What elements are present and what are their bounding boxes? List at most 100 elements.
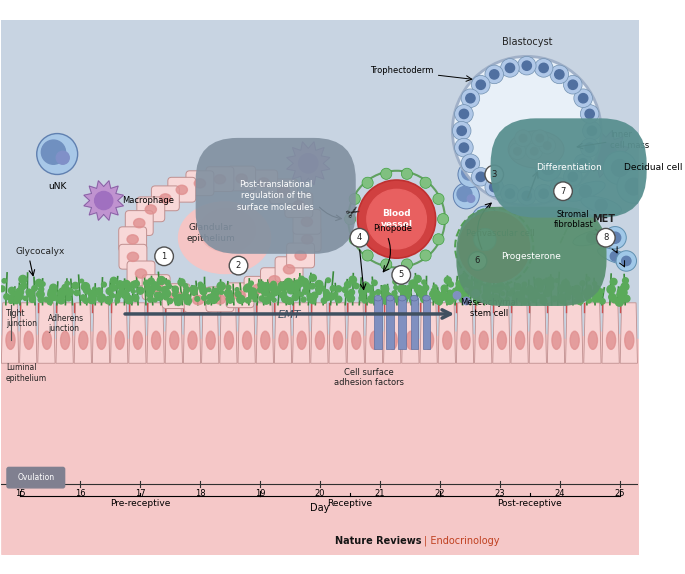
Circle shape [126, 299, 130, 304]
Circle shape [485, 65, 503, 84]
Circle shape [449, 294, 457, 301]
Circle shape [475, 210, 490, 224]
Circle shape [473, 293, 480, 299]
Ellipse shape [214, 295, 225, 304]
Circle shape [154, 292, 160, 298]
Circle shape [514, 130, 532, 146]
Circle shape [321, 298, 327, 303]
Circle shape [515, 292, 520, 296]
Circle shape [594, 286, 600, 292]
Circle shape [137, 287, 144, 294]
Circle shape [178, 279, 185, 286]
Circle shape [616, 292, 622, 297]
Text: 24: 24 [555, 489, 565, 498]
Circle shape [307, 293, 312, 298]
PathPatch shape [74, 303, 92, 363]
Circle shape [112, 286, 116, 291]
Circle shape [133, 281, 139, 287]
PathPatch shape [547, 303, 564, 363]
FancyBboxPatch shape [206, 166, 234, 192]
Circle shape [172, 286, 178, 292]
Circle shape [132, 295, 138, 300]
Circle shape [195, 296, 200, 301]
Ellipse shape [581, 196, 621, 214]
Circle shape [610, 251, 620, 261]
Text: 18: 18 [195, 489, 206, 498]
Circle shape [259, 296, 264, 301]
Circle shape [472, 173, 480, 181]
Circle shape [597, 228, 615, 247]
Circle shape [574, 89, 593, 107]
Circle shape [227, 292, 232, 297]
Circle shape [110, 277, 117, 284]
Circle shape [457, 187, 472, 201]
FancyBboxPatch shape [244, 276, 272, 301]
Circle shape [105, 296, 112, 304]
Circle shape [585, 143, 595, 152]
Circle shape [125, 285, 132, 291]
Circle shape [455, 138, 473, 157]
Circle shape [174, 296, 181, 303]
Circle shape [183, 291, 188, 296]
Circle shape [474, 228, 496, 251]
Ellipse shape [293, 200, 304, 210]
Text: Stromal
fibroblast: Stromal fibroblast [553, 210, 593, 229]
Circle shape [58, 290, 64, 296]
Circle shape [167, 298, 173, 304]
Circle shape [461, 89, 480, 107]
Circle shape [525, 290, 530, 295]
Circle shape [610, 278, 617, 285]
Bar [399, 298, 406, 350]
Text: Luminal
epithelium: Luminal epithelium [6, 363, 47, 383]
Circle shape [353, 283, 357, 286]
Circle shape [263, 282, 270, 290]
Circle shape [175, 298, 181, 304]
Circle shape [580, 185, 591, 197]
Circle shape [559, 297, 566, 304]
Ellipse shape [386, 296, 394, 301]
Circle shape [459, 212, 530, 282]
Circle shape [348, 295, 355, 302]
Circle shape [392, 291, 397, 296]
Circle shape [455, 104, 473, 123]
Circle shape [59, 288, 66, 296]
Circle shape [394, 286, 398, 289]
PathPatch shape [329, 303, 346, 363]
Circle shape [534, 59, 553, 77]
Circle shape [512, 295, 517, 300]
Circle shape [555, 183, 564, 192]
Ellipse shape [79, 331, 88, 350]
Circle shape [469, 251, 487, 270]
Ellipse shape [399, 296, 406, 301]
Circle shape [441, 285, 448, 292]
Circle shape [571, 287, 577, 294]
PathPatch shape [220, 303, 237, 363]
Circle shape [41, 140, 66, 164]
Circle shape [82, 296, 86, 301]
Circle shape [414, 285, 423, 293]
Circle shape [472, 290, 480, 297]
Circle shape [518, 296, 525, 302]
PathPatch shape [129, 303, 146, 363]
Circle shape [27, 290, 34, 297]
Circle shape [452, 122, 471, 140]
Circle shape [19, 276, 27, 284]
Circle shape [342, 287, 348, 293]
Circle shape [621, 283, 629, 290]
Circle shape [594, 290, 602, 298]
Circle shape [406, 294, 410, 298]
Circle shape [453, 288, 458, 293]
Circle shape [84, 287, 90, 294]
Circle shape [539, 294, 544, 300]
Circle shape [501, 292, 505, 296]
Circle shape [462, 297, 470, 305]
Circle shape [23, 296, 27, 300]
Circle shape [433, 234, 444, 245]
Circle shape [486, 278, 491, 283]
Circle shape [362, 295, 366, 300]
Circle shape [366, 288, 371, 292]
Circle shape [550, 178, 569, 196]
Circle shape [36, 290, 45, 298]
Circle shape [243, 286, 250, 292]
Circle shape [212, 288, 219, 296]
